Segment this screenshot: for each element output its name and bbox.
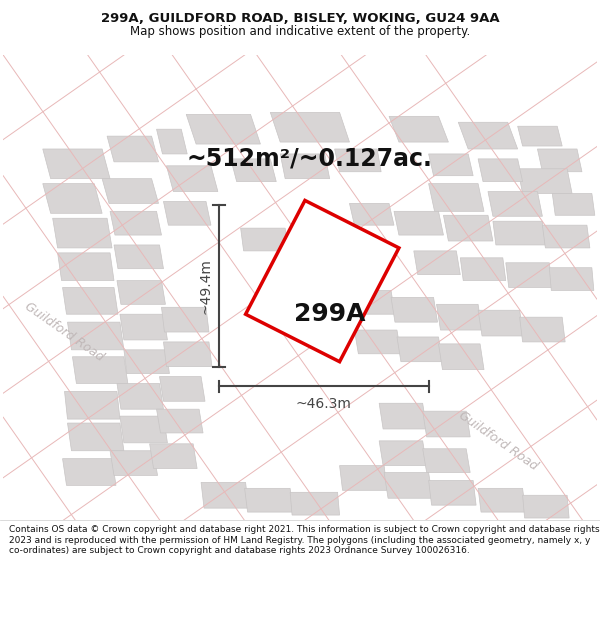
Text: 299A: 299A — [294, 302, 365, 326]
Polygon shape — [349, 291, 395, 314]
Polygon shape — [414, 251, 460, 274]
Polygon shape — [290, 492, 340, 515]
Polygon shape — [62, 288, 118, 314]
Polygon shape — [280, 154, 329, 179]
Polygon shape — [422, 411, 470, 437]
Polygon shape — [428, 184, 484, 211]
Polygon shape — [186, 114, 260, 144]
Polygon shape — [391, 298, 437, 322]
Polygon shape — [117, 281, 166, 304]
Polygon shape — [245, 488, 293, 512]
Polygon shape — [379, 441, 427, 466]
Polygon shape — [73, 357, 128, 384]
Polygon shape — [114, 245, 163, 269]
Polygon shape — [422, 449, 470, 472]
Polygon shape — [241, 228, 288, 251]
Polygon shape — [478, 488, 526, 512]
Polygon shape — [439, 344, 484, 369]
Polygon shape — [349, 203, 394, 225]
Polygon shape — [550, 268, 594, 291]
Text: 299A, GUILDFORD ROAD, BISLEY, WOKING, GU24 9AA: 299A, GUILDFORD ROAD, BISLEY, WOKING, GU… — [101, 12, 499, 25]
Polygon shape — [389, 116, 448, 142]
Text: Map shows position and indicative extent of the property.: Map shows position and indicative extent… — [130, 26, 470, 39]
Polygon shape — [518, 169, 572, 194]
Polygon shape — [542, 225, 590, 248]
Polygon shape — [117, 384, 163, 409]
Polygon shape — [157, 129, 187, 154]
Polygon shape — [124, 350, 169, 374]
Polygon shape — [523, 495, 569, 518]
Polygon shape — [67, 423, 124, 451]
Polygon shape — [458, 122, 518, 149]
Polygon shape — [65, 391, 120, 419]
Polygon shape — [110, 451, 158, 476]
Polygon shape — [538, 149, 582, 172]
Text: ~49.4m: ~49.4m — [198, 258, 212, 314]
Text: ~512m²/~0.127ac.: ~512m²/~0.127ac. — [187, 147, 433, 171]
Polygon shape — [384, 472, 433, 498]
Polygon shape — [163, 342, 212, 367]
Text: Guildford Road: Guildford Road — [456, 409, 540, 473]
Polygon shape — [43, 149, 110, 179]
Polygon shape — [428, 481, 476, 505]
Polygon shape — [397, 337, 442, 362]
Polygon shape — [58, 253, 114, 281]
Polygon shape — [478, 310, 524, 336]
Polygon shape — [552, 194, 595, 215]
Polygon shape — [428, 154, 473, 176]
Polygon shape — [53, 218, 112, 248]
Polygon shape — [245, 201, 399, 362]
Polygon shape — [102, 179, 158, 203]
Polygon shape — [107, 136, 158, 162]
Polygon shape — [520, 317, 565, 342]
Polygon shape — [67, 322, 124, 350]
Polygon shape — [335, 149, 381, 172]
Polygon shape — [340, 466, 387, 491]
Polygon shape — [120, 314, 167, 340]
Text: Guildford Road: Guildford Road — [23, 300, 106, 364]
Text: ~46.3m: ~46.3m — [296, 398, 352, 411]
Polygon shape — [110, 211, 161, 235]
Polygon shape — [166, 166, 218, 191]
Polygon shape — [231, 159, 276, 182]
Polygon shape — [120, 416, 167, 443]
Polygon shape — [437, 304, 482, 330]
Polygon shape — [149, 444, 197, 469]
Polygon shape — [460, 258, 506, 281]
Text: Contains OS data © Crown copyright and database right 2021. This information is : Contains OS data © Crown copyright and d… — [9, 525, 599, 555]
Polygon shape — [157, 409, 203, 433]
Polygon shape — [518, 126, 562, 146]
Polygon shape — [201, 482, 248, 508]
Polygon shape — [355, 330, 401, 354]
Polygon shape — [443, 215, 493, 241]
Polygon shape — [62, 459, 116, 486]
Polygon shape — [478, 159, 523, 182]
Polygon shape — [394, 211, 443, 235]
Polygon shape — [506, 262, 552, 288]
Polygon shape — [493, 221, 545, 245]
Polygon shape — [379, 403, 427, 429]
Polygon shape — [161, 308, 209, 332]
Polygon shape — [160, 376, 205, 401]
Polygon shape — [163, 201, 211, 225]
Polygon shape — [43, 184, 102, 213]
Polygon shape — [488, 191, 542, 216]
Polygon shape — [271, 112, 349, 142]
